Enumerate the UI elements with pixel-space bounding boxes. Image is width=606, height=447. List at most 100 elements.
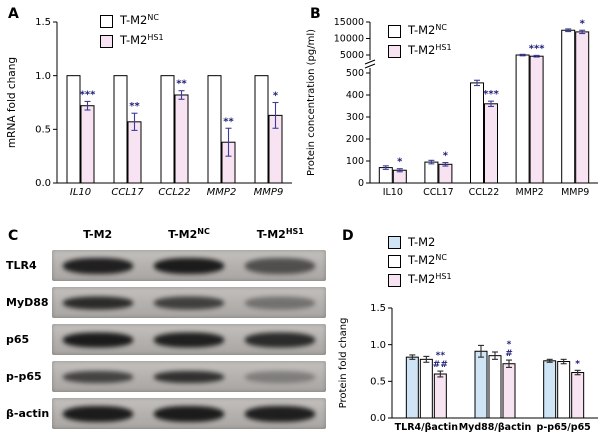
category-label: TLR4/βactin: [395, 422, 459, 433]
category-label: CCL22: [158, 187, 190, 198]
legend-label-superscript: NC: [435, 23, 447, 32]
blot-strip: [52, 250, 326, 281]
legend-label: T-M2NC: [408, 23, 447, 37]
bar: [438, 163, 453, 184]
category-label: MMP2: [516, 187, 544, 198]
category-label: CCL17: [111, 187, 144, 198]
y-axis-label: Protein fold chang: [338, 318, 349, 409]
y-tick-label: 0.0: [370, 413, 386, 424]
significance-marker: ***: [483, 89, 499, 100]
legend-label: T-M2NC: [408, 253, 447, 267]
blot-band: [154, 332, 224, 347]
category-label: MMP9: [254, 187, 284, 198]
legend-swatch: [100, 34, 113, 48]
bar: [543, 360, 557, 419]
bar: [113, 75, 128, 184]
category-label: CCL22: [469, 187, 500, 198]
bar: [470, 82, 484, 184]
bar: [515, 54, 530, 184]
significance-marker: ##: [433, 360, 448, 370]
legend-item: T-M2HS1: [100, 33, 164, 48]
legend-swatch: [388, 24, 401, 38]
panel-c-label: C: [8, 228, 19, 244]
panel-d-label: D: [342, 228, 354, 244]
significance-marker: ***: [529, 43, 545, 54]
y-tick-label: 100: [346, 156, 364, 167]
blot-band: [62, 370, 133, 383]
bar: [488, 355, 502, 419]
bar: [557, 361, 571, 419]
bar: [561, 29, 576, 184]
blot-strip: [52, 324, 326, 355]
blot-strip: [52, 361, 326, 392]
legend-item: T-M2HS1: [388, 272, 452, 287]
bar: [127, 121, 142, 184]
category-label: IL10: [70, 187, 91, 198]
legend-item: T-M2NC: [100, 13, 164, 28]
legend-swatch: [388, 44, 401, 58]
y-tick-label: 1.0: [370, 340, 386, 351]
bar: [207, 75, 222, 184]
blot-row-label: MyD88: [6, 296, 49, 309]
y-tick-label: 15000: [334, 17, 364, 28]
panel-d-chart: Protein fold chang0.00.51.01.5**##TLR4/β…: [338, 303, 598, 433]
blot-column-header: T-M2NC: [168, 227, 210, 241]
blot-row-label: p65: [6, 333, 30, 346]
blot-column-header: T-M2HS1: [256, 227, 304, 241]
legend-item: T-M2NC: [388, 23, 452, 38]
y-tick-label: 10000: [334, 34, 364, 45]
legend-item: T-M2: [388, 236, 452, 249]
category-label: MMP2: [207, 187, 237, 198]
blot-band: [62, 296, 133, 309]
bar: [575, 31, 590, 184]
legend-item: T-M2NC: [388, 253, 452, 268]
axis-break-mark: [364, 63, 376, 69]
significance-marker: *: [507, 340, 512, 350]
legend-label: T-M2: [408, 235, 436, 249]
y-tick-label: 1.5: [35, 17, 51, 28]
bar: [502, 363, 516, 419]
blot-column-header-superscript: HS1: [285, 227, 304, 236]
blot-band: [154, 257, 224, 274]
significance-marker: **: [436, 351, 446, 361]
legend-label-superscript: NC: [147, 13, 159, 22]
category-label: Myd88/βactin: [459, 422, 532, 433]
bar: [66, 75, 81, 184]
significance-marker: *: [580, 18, 586, 29]
blot-column-header-superscript: NC: [197, 227, 210, 236]
panel-c-blots: T-M2 T-M2NC T-M2HS1 TLR4 MyD88 p65 p-p65 β-acti…: [0, 226, 336, 447]
blot-band: [245, 405, 316, 422]
legend-label: T-M2HS1: [408, 43, 452, 57]
significance-marker: *: [397, 157, 403, 168]
panel-b-chart: Protein concentration (pg/ml) 0 100 200 300 4…: [306, 17, 598, 198]
legend-label-superscript: HS1: [147, 33, 164, 42]
blot-band: [62, 405, 133, 422]
y-tick-label: 1.0: [35, 71, 51, 82]
y-tick-label: 1.5: [370, 303, 386, 314]
y-tick-label: 0: [358, 178, 364, 189]
significance-marker: ***: [80, 89, 96, 100]
blot-row-label: p-p65: [6, 370, 42, 383]
bar: [174, 94, 189, 184]
panel-a-label: A: [8, 6, 19, 22]
bar: [433, 373, 447, 419]
significance-marker: **: [129, 101, 140, 112]
bar: [484, 103, 498, 184]
y-tick-label: 500: [346, 68, 364, 79]
panel-b-label: B: [310, 6, 321, 22]
legend-label: T-M2NC: [120, 13, 159, 27]
legend-label-superscript: HS1: [435, 43, 452, 52]
significance-marker: **: [223, 116, 234, 127]
blot-row-label: TLR4: [6, 259, 37, 272]
blot-band: [154, 296, 224, 309]
y-tick-label: 0.0: [35, 178, 51, 189]
bar: [571, 372, 585, 419]
panel-b-legend: T-M2NC T-M2HS1: [388, 23, 452, 58]
axis-break-gap: [365, 60, 375, 68]
significance-marker: *: [273, 91, 279, 102]
significance-marker: **: [176, 79, 187, 90]
legend-swatch: [388, 236, 401, 249]
axis-break-mark: [364, 59, 376, 65]
bar: [254, 75, 269, 184]
legend-label: T-M2HS1: [120, 33, 164, 47]
